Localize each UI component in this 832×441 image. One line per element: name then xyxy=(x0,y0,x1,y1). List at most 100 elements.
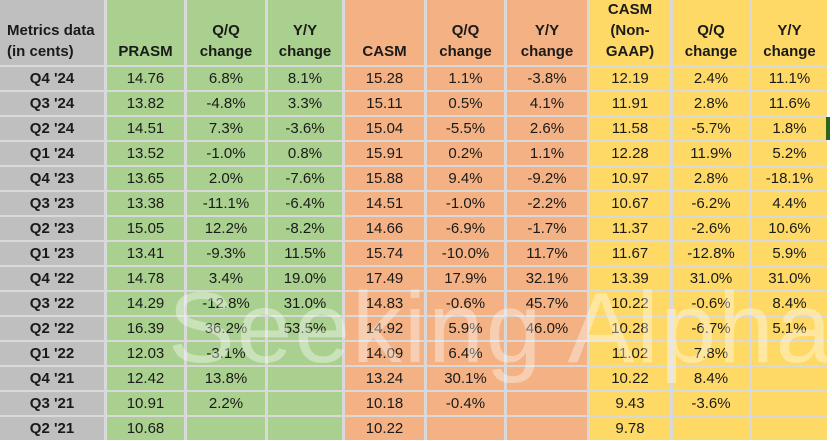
table-cell: 32.1% xyxy=(507,267,587,290)
row-label: Q4 '24 xyxy=(0,67,104,90)
table-cell: 13.8% xyxy=(187,367,265,390)
table-cell: -18.1% xyxy=(752,167,827,190)
table-cell: 17.9% xyxy=(427,267,504,290)
table-cell: -12.8% xyxy=(673,242,749,265)
table-cell xyxy=(427,417,504,440)
table-cell: 14.76 xyxy=(107,67,184,90)
col-header-prasm-yy-change: Y/Y change xyxy=(268,0,342,65)
table-cell: -0.4% xyxy=(427,392,504,415)
table-cell: 10.22 xyxy=(590,367,670,390)
table-cell: 14.78 xyxy=(107,267,184,290)
table-cell: 11.9% xyxy=(673,142,749,165)
table-cell: -8.2% xyxy=(268,217,342,240)
row-label: Q4 '23 xyxy=(0,167,104,190)
table-cell: 2.6% xyxy=(507,117,587,140)
table-cell: 15.05 xyxy=(107,217,184,240)
table-cell: -2.6% xyxy=(673,217,749,240)
table-cell xyxy=(268,417,342,440)
table-cell: 1.1% xyxy=(507,142,587,165)
table-cell: 30.1% xyxy=(427,367,504,390)
table-cell: 15.11 xyxy=(345,92,424,115)
table-cell: 5.2% xyxy=(752,142,827,165)
table-cell: 8.4% xyxy=(752,292,827,315)
table-cell: -5.5% xyxy=(427,117,504,140)
table-cell: -6.9% xyxy=(427,217,504,240)
table-cell: 12.42 xyxy=(107,367,184,390)
table-cell: 7.3% xyxy=(187,117,265,140)
table-cell: 6.4% xyxy=(427,342,504,365)
table-cell xyxy=(673,417,749,440)
table-cell: 11.67 xyxy=(590,242,670,265)
table-cell xyxy=(268,367,342,390)
table-cell: 17.49 xyxy=(345,267,424,290)
table-cell: 31.0% xyxy=(268,292,342,315)
table-cell: -3.6% xyxy=(268,117,342,140)
table-cell: -3.8% xyxy=(507,67,587,90)
table-cell: 10.18 xyxy=(345,392,424,415)
table-cell: -12.8% xyxy=(187,292,265,315)
table-cell: 10.91 xyxy=(107,392,184,415)
col-header-casm: CASM xyxy=(345,0,424,65)
table-cell: 14.51 xyxy=(345,192,424,215)
table-cell: 12.03 xyxy=(107,342,184,365)
row-label: Q2 '22 xyxy=(0,317,104,340)
table-cell: 2.0% xyxy=(187,167,265,190)
table-cell xyxy=(752,342,827,365)
table-cell: 12.19 xyxy=(590,67,670,90)
table-cell: 10.28 xyxy=(590,317,670,340)
table-cell: -3.6% xyxy=(673,392,749,415)
table-cell: 2.8% xyxy=(673,167,749,190)
row-label: Q2 '21 xyxy=(0,417,104,440)
table-cell: 13.65 xyxy=(107,167,184,190)
col-header-casm-non-gaap-qq-change: Q/Q change xyxy=(673,0,749,65)
table-cell: 11.5% xyxy=(268,242,342,265)
table-cell: 13.38 xyxy=(107,192,184,215)
table-cell: -3.1% xyxy=(187,342,265,365)
table-cell: 4.1% xyxy=(507,92,587,115)
row-label: Q1 '24 xyxy=(0,142,104,165)
table-cell xyxy=(507,342,587,365)
table-cell: 10.22 xyxy=(590,292,670,315)
table-cell: 11.1% xyxy=(752,67,827,90)
table-cell: 13.39 xyxy=(590,267,670,290)
table-cell: 13.52 xyxy=(107,142,184,165)
table-cell: 46.0% xyxy=(507,317,587,340)
table-cell: -6.7% xyxy=(673,317,749,340)
table-cell: 5.1% xyxy=(752,317,827,340)
table-cell: -6.2% xyxy=(673,192,749,215)
row-label: Q3 '24 xyxy=(0,92,104,115)
table-cell: 11.91 xyxy=(590,92,670,115)
col-header-casm-non-gaap-yy-change: Y/Y change xyxy=(752,0,827,65)
table-cell: 31.0% xyxy=(752,267,827,290)
table-cell: -2.2% xyxy=(507,192,587,215)
table-cell: -11.1% xyxy=(187,192,265,215)
row-label: Q3 '21 xyxy=(0,392,104,415)
table-cell: 45.7% xyxy=(507,292,587,315)
table-cell: 31.0% xyxy=(673,267,749,290)
table-cell xyxy=(268,342,342,365)
table-cell: 8.4% xyxy=(673,367,749,390)
table-cell: 13.82 xyxy=(107,92,184,115)
table-cell: 10.67 xyxy=(590,192,670,215)
table-cell: 11.37 xyxy=(590,217,670,240)
table-cell: 14.29 xyxy=(107,292,184,315)
cell-selection-artifact xyxy=(826,117,830,140)
table-cell: 2.8% xyxy=(673,92,749,115)
table-cell: -0.6% xyxy=(427,292,504,315)
table-cell: 1.1% xyxy=(427,67,504,90)
table-cell: -1.0% xyxy=(427,192,504,215)
table-cell: 1.8% xyxy=(752,117,827,140)
table-cell: 14.09 xyxy=(345,342,424,365)
table-cell: -4.8% xyxy=(187,92,265,115)
table-cell: 10.6% xyxy=(752,217,827,240)
table-cell: 11.7% xyxy=(507,242,587,265)
row-label: Q3 '22 xyxy=(0,292,104,315)
table-cell: 15.74 xyxy=(345,242,424,265)
col-header-casm-yy-change: Y/Y change xyxy=(507,0,587,65)
table-cell xyxy=(752,367,827,390)
col-header-casm-qq-change: Q/Q change xyxy=(427,0,504,65)
table-cell: 3.3% xyxy=(268,92,342,115)
table-cell: 3.4% xyxy=(187,267,265,290)
table-cell: -5.7% xyxy=(673,117,749,140)
